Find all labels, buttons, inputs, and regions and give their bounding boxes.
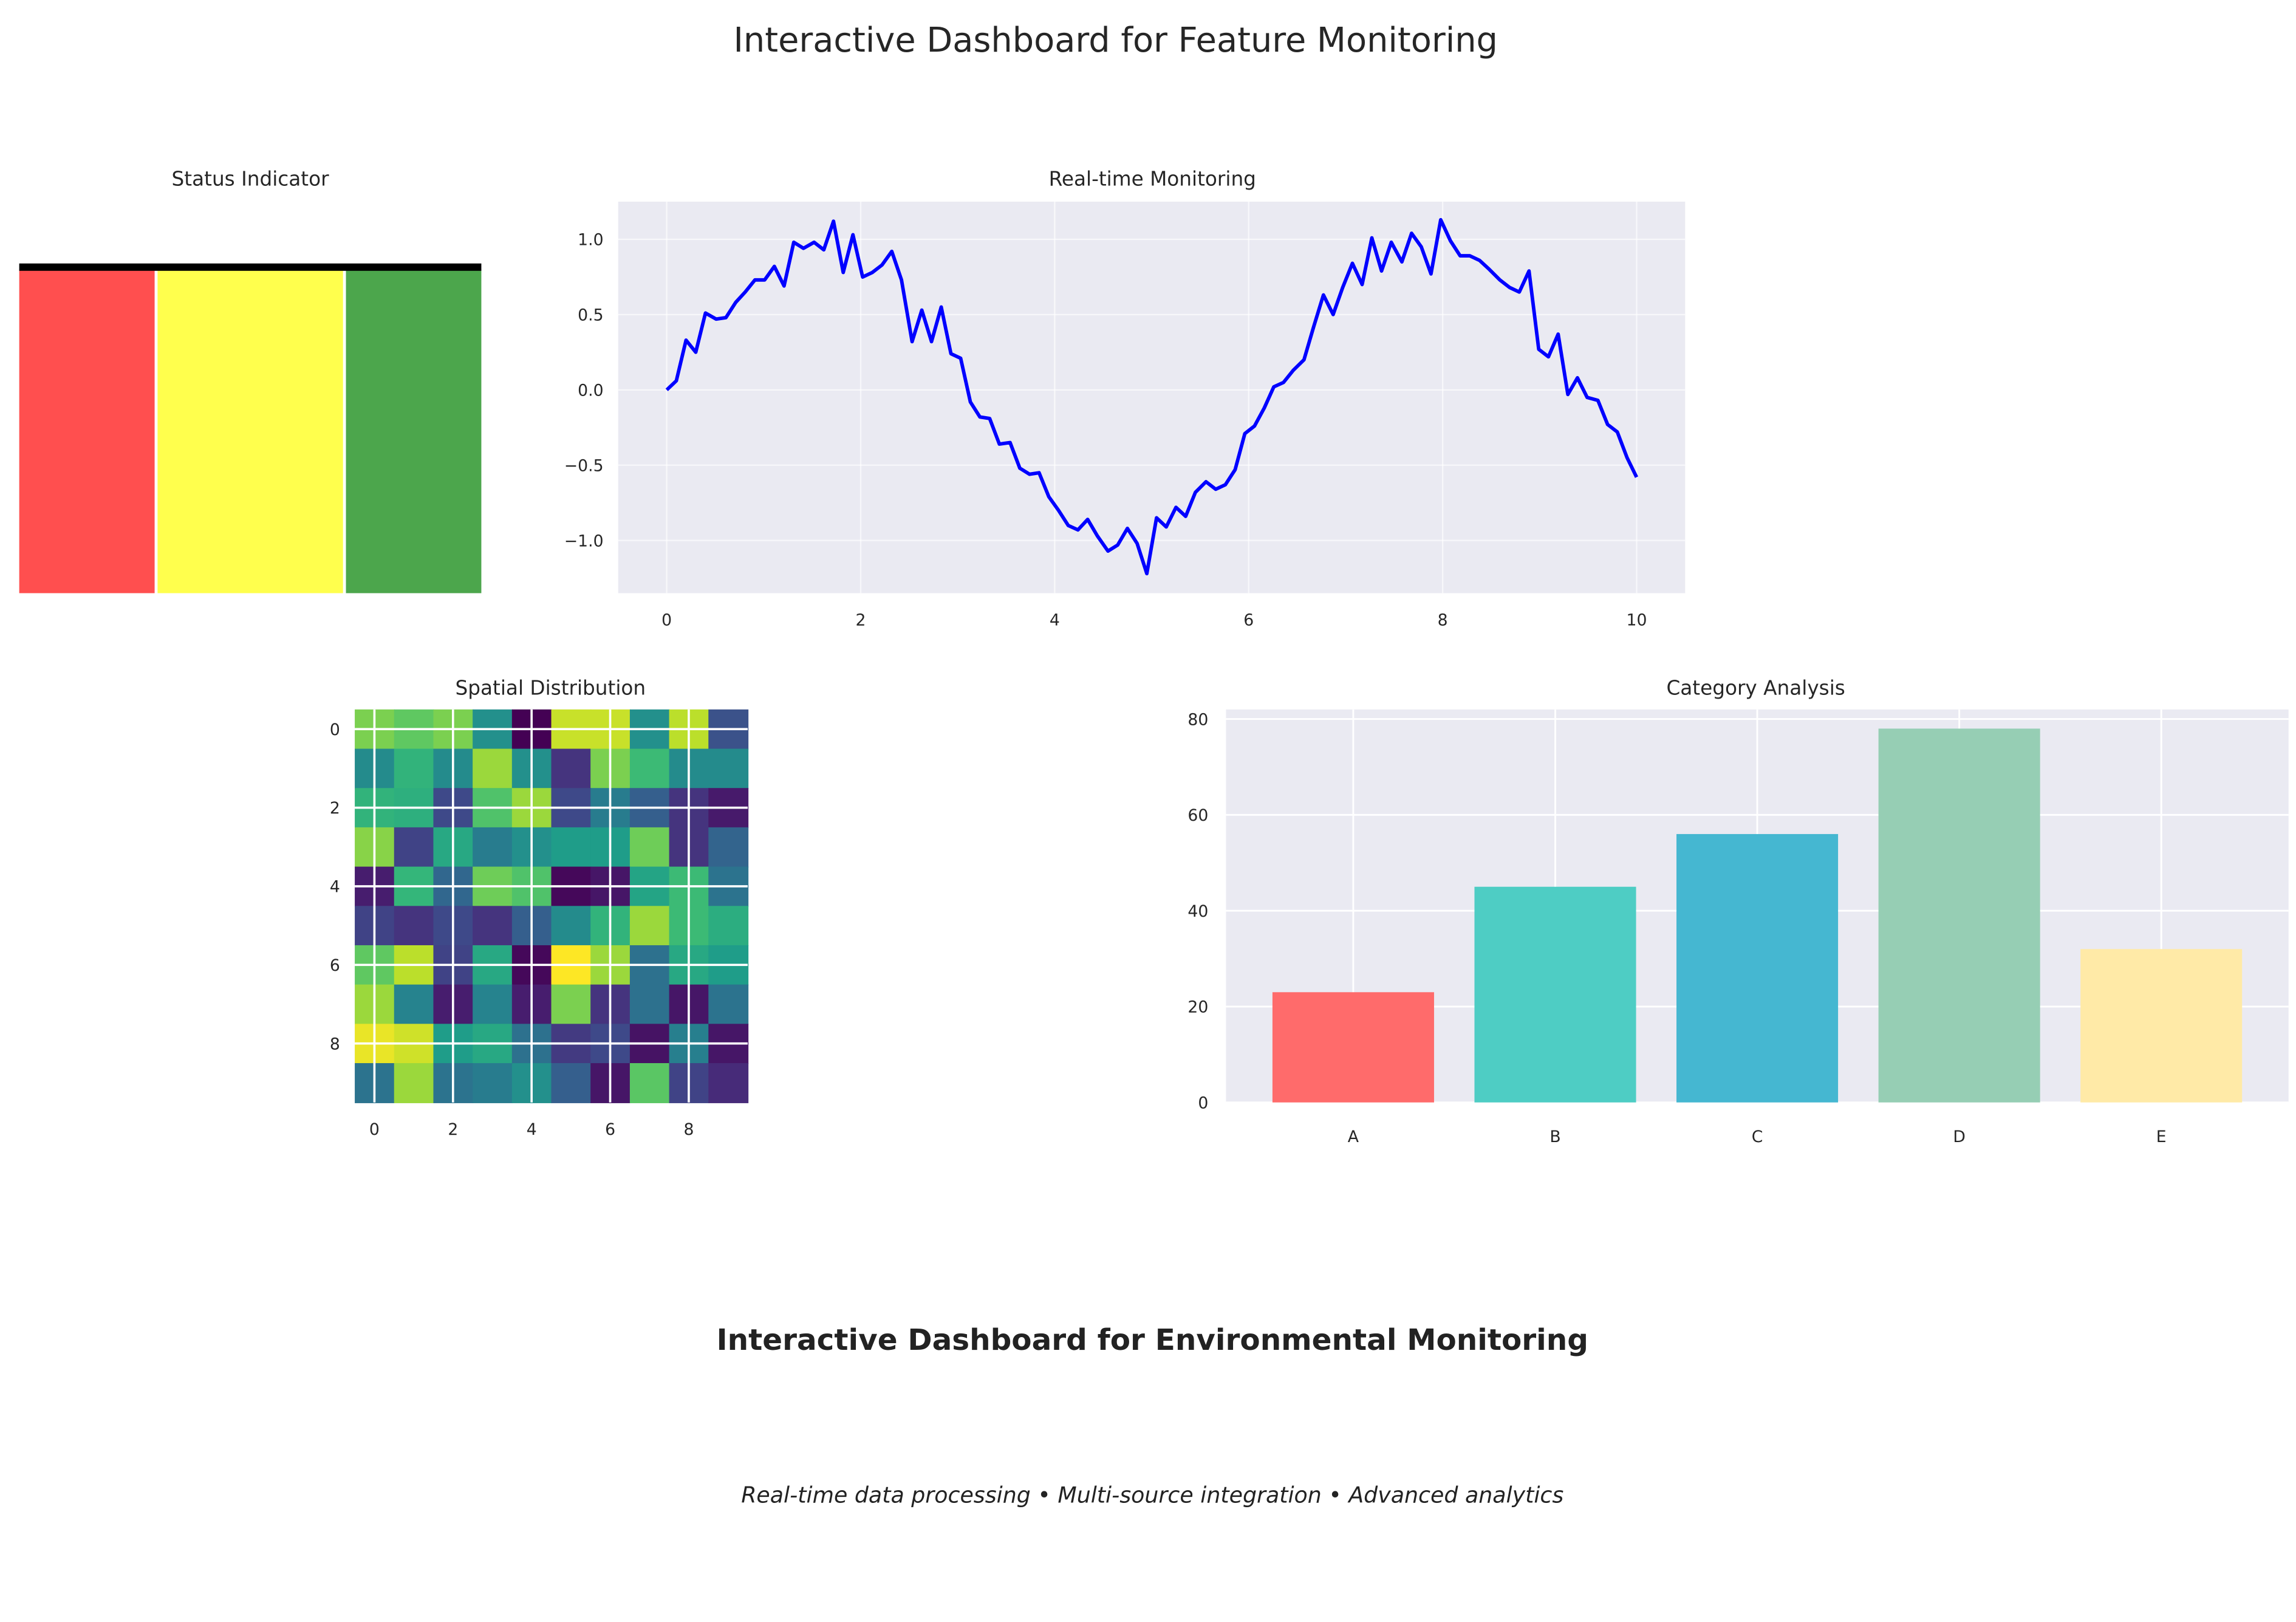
y-tick-label: 20 (1187, 998, 1208, 1017)
y-tick-label: 40 (1187, 902, 1208, 921)
heatmap-cell (394, 984, 434, 1025)
y-tick-label: 60 (1187, 806, 1208, 825)
x-tick-label: 2 (856, 611, 866, 630)
heatmap-cell (551, 827, 592, 867)
y-tick-label: 6 (330, 956, 340, 975)
x-tick-label: 2 (448, 1120, 458, 1139)
heatmap-cell (551, 984, 592, 1025)
x-tick-label: B (1549, 1128, 1560, 1146)
bar-b (1474, 886, 1636, 1103)
x-tick-label: 4 (1050, 611, 1060, 630)
x-tick-label: 8 (1438, 611, 1448, 630)
heatmap-cell (394, 748, 434, 789)
x-tick-label: E (2156, 1128, 2167, 1146)
y-tick-label: 0 (1198, 1093, 1208, 1112)
heatmap-cell (629, 748, 670, 789)
bar-d (1878, 728, 2040, 1103)
x-tick-label: A (1348, 1128, 1359, 1146)
y-tick-label: 2 (330, 799, 340, 818)
y-tick-label: 0 (330, 720, 340, 739)
status-indicator-title: Status Indicator (172, 167, 330, 190)
heatmap-cell (551, 906, 592, 946)
category-analysis-panel: Category Analysis 0 20 40 60 80 A B C D E (1187, 677, 2289, 1146)
bar-a (1272, 992, 1434, 1103)
heatmap-cell (708, 748, 749, 789)
footer-heading: Interactive Dashboard for Environmental … (717, 1323, 1588, 1357)
status-segment (157, 269, 343, 594)
x-tick-label: 6 (1243, 611, 1254, 630)
heatmap-cell (708, 906, 749, 946)
signal-line (665, 217, 1639, 576)
x-tick-label: 0 (369, 1120, 380, 1139)
heatmap-cell (394, 1063, 434, 1103)
bar-c (1676, 833, 1839, 1103)
x-tick-label: 10 (1627, 611, 1647, 630)
spatial-distribution-title: Spatial Distribution (455, 677, 646, 700)
x-tick-label: 0 (661, 611, 672, 630)
x-tick-label: 8 (683, 1120, 694, 1139)
status-indicator-panel: Status Indicator (19, 167, 482, 594)
y-tick-label: 80 (1187, 710, 1208, 729)
heatmap-cell (708, 1063, 749, 1103)
realtime-monitoring-title: Real-time Monitoring (1049, 167, 1256, 190)
status-segment (19, 269, 155, 594)
x-tick-label: 6 (605, 1120, 615, 1139)
status-segment (346, 269, 482, 594)
spatial-distribution-panel: Spatial Distribution 0 2 4 6 8 0 2 4 6 8 (330, 677, 749, 1139)
y-tick-label: −1.0 (564, 532, 604, 550)
footer-tagline: Real-time data processing • Multi-source… (741, 1482, 1563, 1508)
heatmap-cell (551, 748, 592, 789)
y-tick-label: −0.5 (564, 456, 604, 475)
heatmap-cell (473, 827, 513, 867)
heatmap-cell (473, 906, 513, 946)
heatmap-cell (551, 1063, 592, 1103)
x-tick-label: C (1752, 1128, 1763, 1146)
heatmap-cell (473, 1063, 513, 1103)
y-tick-label: 1.0 (578, 231, 603, 250)
heatmap-cell (629, 906, 670, 946)
y-tick-label: 0.5 (578, 306, 603, 325)
realtime-monitoring-panel: Real-time Monitoring 0 2 4 6 8 10 1.0 0.5 0.0 −0.… (564, 167, 1686, 630)
bar-e (2080, 949, 2243, 1103)
x-tick-label: D (1953, 1128, 1966, 1146)
y-tick-label: 4 (330, 878, 340, 897)
heatmap-cell (394, 827, 434, 867)
line-plot-area (618, 201, 1686, 594)
heatmap-cell (708, 984, 749, 1025)
y-tick-label: 8 (330, 1035, 340, 1053)
heatmap-cell (394, 906, 434, 946)
status-top-line (19, 263, 482, 271)
heatmap-cell (473, 748, 513, 789)
heatmap-cell (629, 984, 670, 1025)
heatmap-cell (629, 1063, 670, 1103)
figure-title: Interactive Dashboard for Feature Monito… (733, 21, 1497, 60)
category-analysis-title: Category Analysis (1666, 677, 1845, 700)
heatmap-cell (708, 827, 749, 867)
heatmap-cell (473, 984, 513, 1025)
y-tick-label: 0.0 (578, 381, 603, 400)
x-tick-label: 4 (527, 1120, 537, 1139)
heatmap-cell (629, 827, 670, 867)
